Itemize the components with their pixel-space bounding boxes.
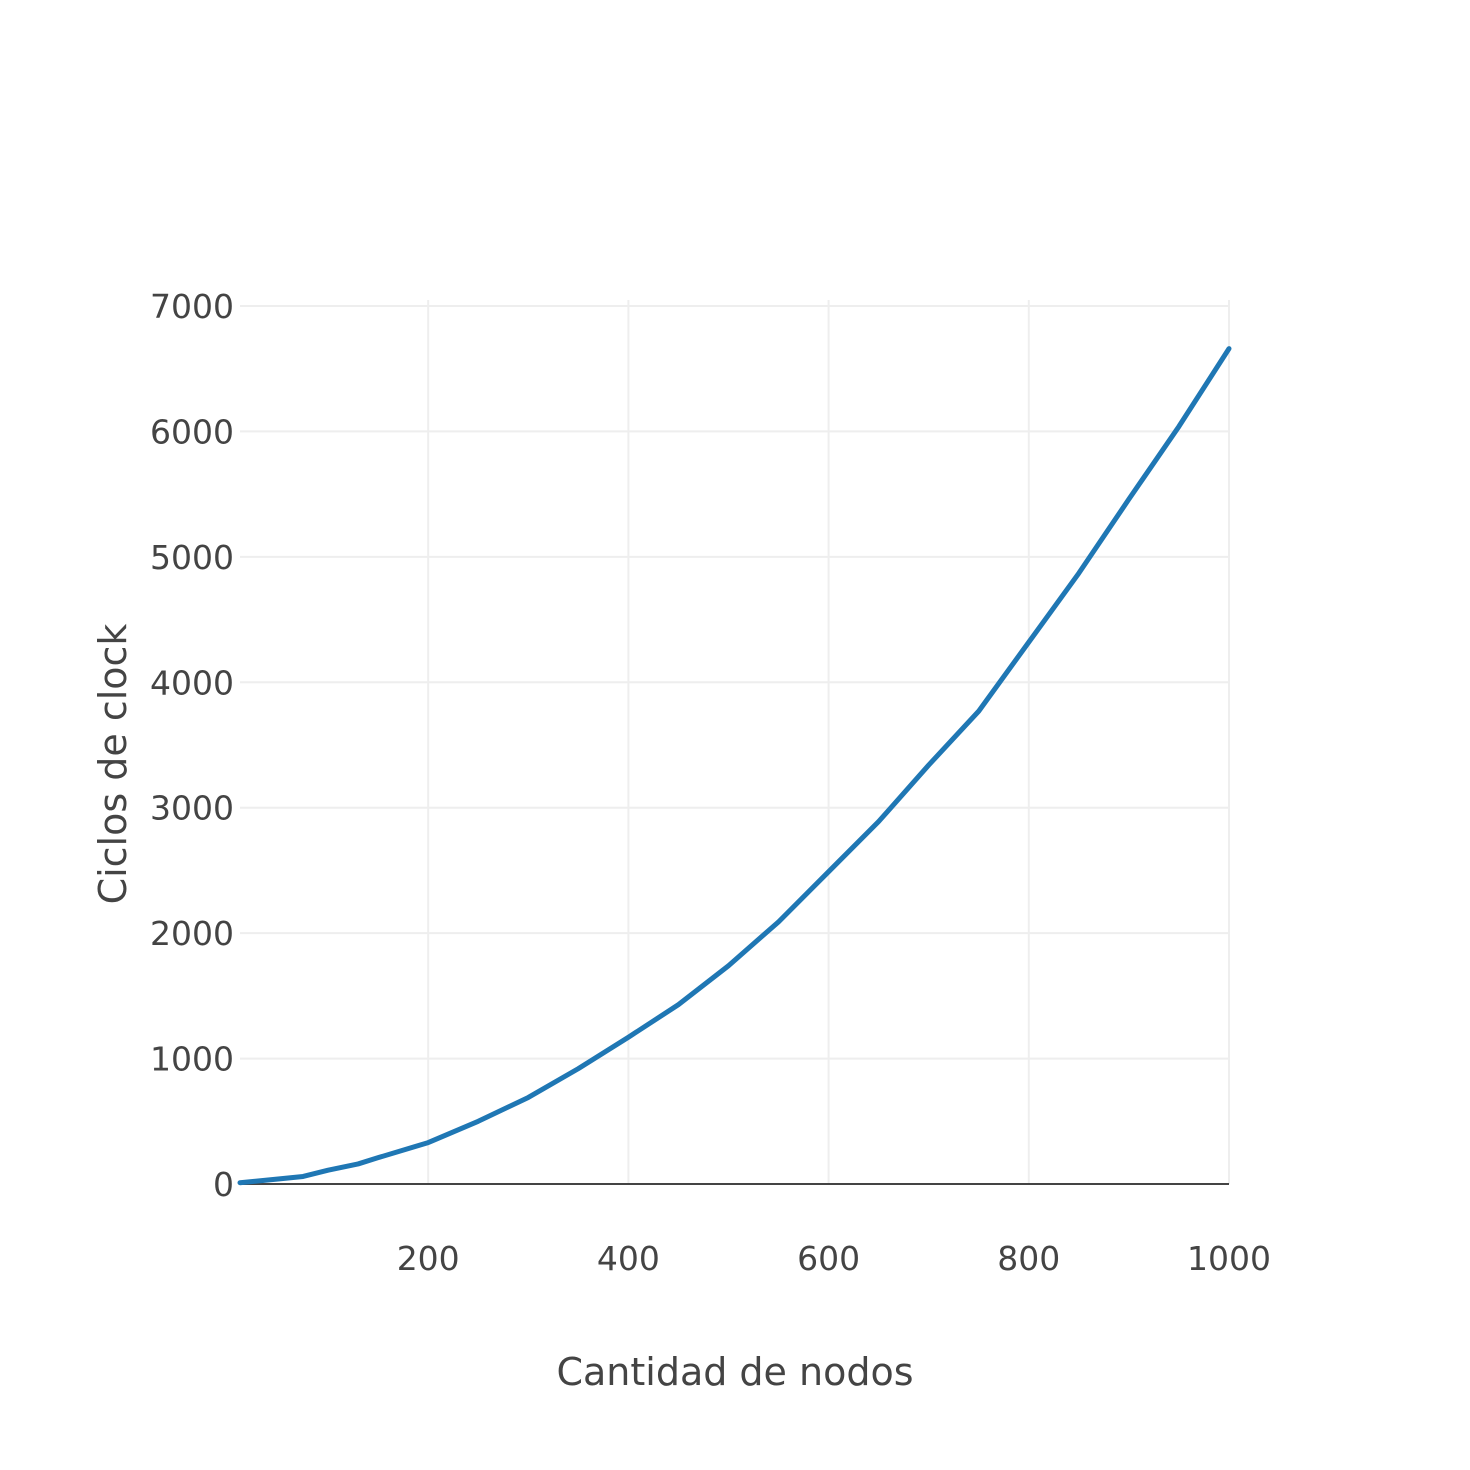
grid [240,300,1230,1185]
x-tick-label: 400 [597,1239,660,1278]
tick-labels: 200 400 600 800 1000 0 1000 2000 3000 4000 5000 600… [150,287,1271,1278]
y-tick-label: 5000 [150,538,234,577]
y-tick-label: 2000 [150,914,234,953]
y-tick-label: 1000 [150,1040,234,1079]
y-tick-label: 3000 [150,789,234,828]
x-tick-label: 600 [797,1239,860,1278]
x-axis-title: Cantidad de nodos [556,1350,913,1394]
series-layer [237,346,1232,1186]
x-tick-label: 200 [397,1239,460,1278]
series-line-0 [237,346,1232,1186]
y-tick-label: 0 [213,1165,234,1204]
y-axis-title: Ciclos de clock [91,624,135,905]
y-tick-label: 7000 [150,287,234,326]
x-tick-label: 1000 [1187,1239,1271,1278]
x-tick-label: 800 [997,1239,1060,1278]
y-tick-label: 4000 [150,663,234,702]
y-tick-label: 6000 [150,412,234,451]
